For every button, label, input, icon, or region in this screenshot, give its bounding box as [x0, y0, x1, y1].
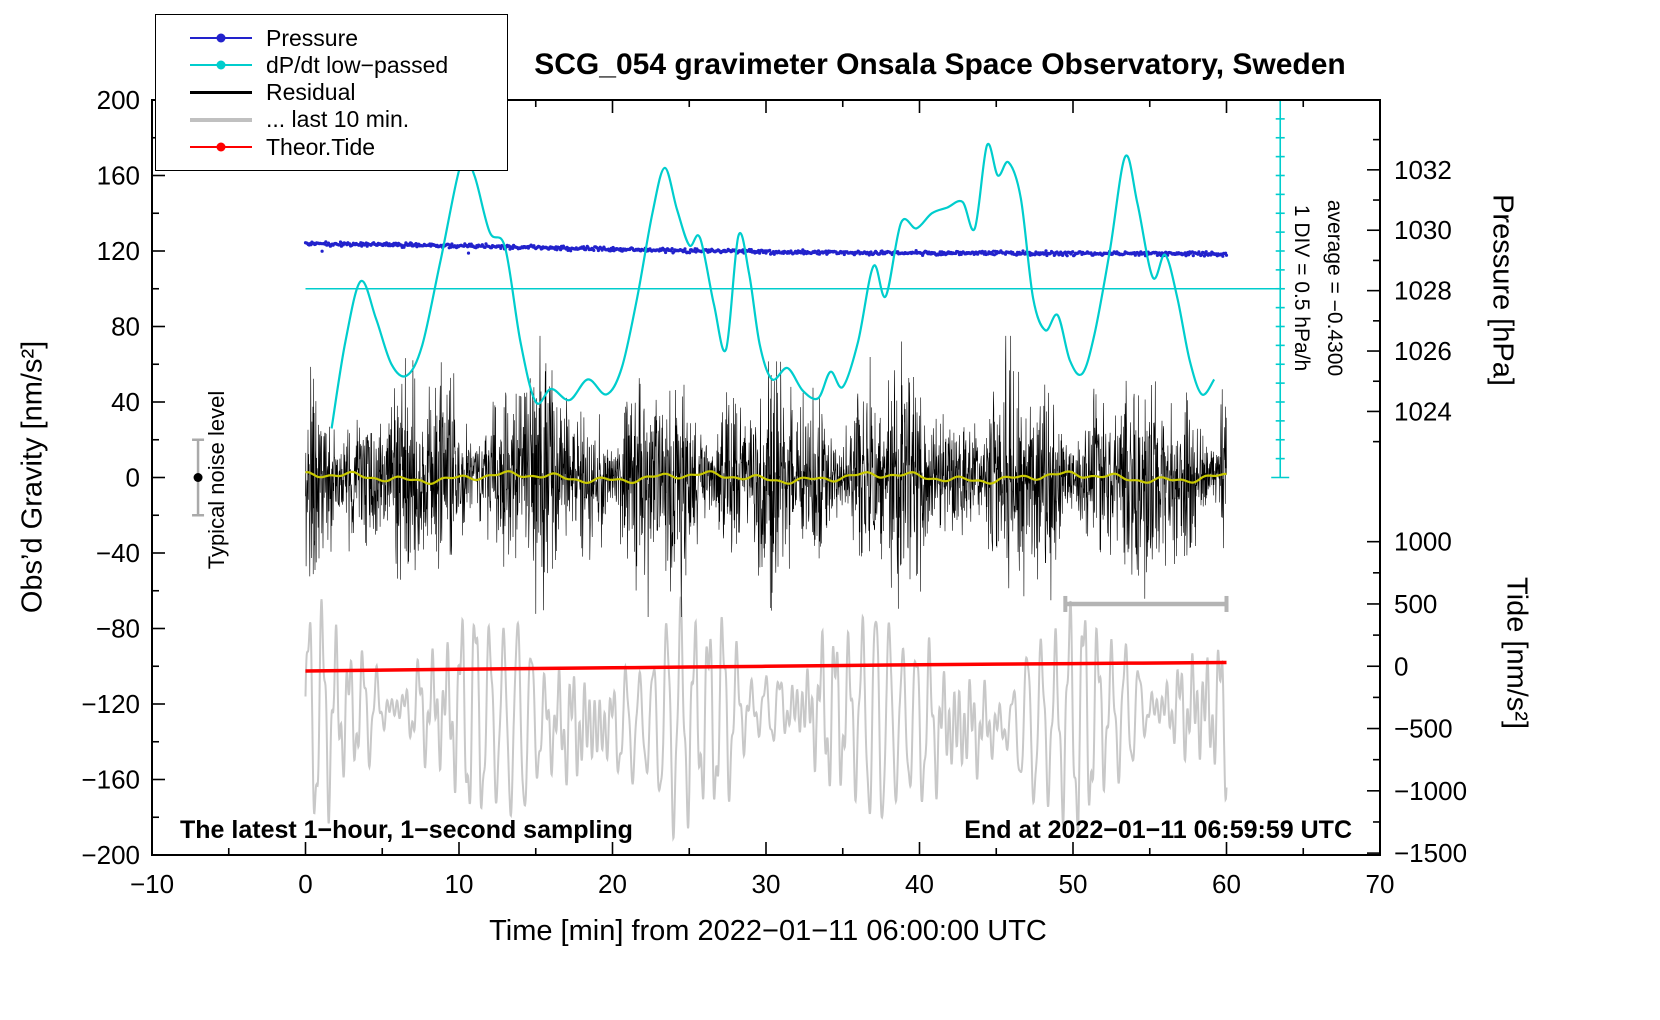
gravity-tick-label: −200: [81, 840, 140, 870]
gravity-tick-label: −160: [81, 765, 140, 795]
pressure-dot: [670, 247, 674, 251]
legend-label: Theor.Tide: [266, 133, 376, 160]
pressure-dot: [1204, 250, 1208, 254]
pressure-dot: [1191, 254, 1195, 258]
average-note: average = −0.4300: [1323, 199, 1346, 377]
legend-item-residual: Residual: [190, 79, 507, 106]
pressure-tick-label: 1024: [1394, 396, 1452, 426]
gravity-tick-label: −120: [81, 689, 140, 719]
legend-item-theortide: Theor.Tide: [190, 134, 507, 160]
gravity-tick-label: 120: [97, 236, 140, 266]
theor-tide-series: [305, 660, 1227, 673]
pressure-tick-label: 1030: [1394, 215, 1452, 245]
pressure-dot: [324, 240, 328, 244]
legend-item-last10: ... last 10 min.: [190, 106, 507, 133]
pressure-dot: [1044, 249, 1048, 253]
pressure-dot: [842, 252, 846, 257]
pressure-dot: [499, 246, 503, 250]
chart-title: SCG_054 gravimeter Onsala Space Observat…: [534, 48, 1346, 81]
dpdt-series: [330, 142, 1216, 429]
legend-label: Residual: [266, 79, 356, 105]
legend-label: Pressure: [266, 24, 359, 51]
pressure-dot: [466, 251, 471, 255]
last10-series: [304, 596, 1228, 842]
pressure-dot: [1224, 253, 1229, 257]
gravity-tick-label: −40: [96, 538, 140, 568]
dpdt-line-dot-icon: [190, 59, 252, 71]
x-tick-label: 30: [752, 869, 781, 899]
y-axis-label-pressure: Pressure [hPa]: [1486, 194, 1519, 386]
pressure-dot: [360, 244, 364, 248]
x-tick-label: 50: [1059, 869, 1088, 899]
theortide-line-dot-icon: [190, 141, 252, 153]
pressure-dot: [582, 245, 586, 249]
typical-noise-level-label: Typical noise level: [204, 390, 229, 570]
x-tick-label: −10: [130, 869, 174, 899]
pressure-dot: [1209, 253, 1213, 257]
legend-box: Pressure dP/dt low−passed Residual ... l…: [155, 14, 508, 171]
pressure-dot: [450, 242, 454, 246]
gravity-tick-label: 200: [97, 85, 140, 115]
y-axis-label-tide: Tide [nm/s²]: [1500, 576, 1533, 730]
pressure-dot: [664, 250, 668, 255]
legend-label: ... last 10 min.: [266, 106, 410, 133]
noise-marker-dot: [193, 473, 203, 482]
tide-tick-label: 500: [1394, 589, 1437, 619]
pressure-dot: [569, 249, 573, 253]
pressure-dot: [466, 245, 470, 249]
tide-tick-label: 1000: [1394, 527, 1452, 557]
pressure-tick-label: 1026: [1394, 336, 1452, 366]
gravity-tick-label: −80: [96, 614, 140, 644]
last10-line-icon: [190, 114, 252, 126]
x-tick-label: 0: [298, 869, 312, 899]
gravity-tick-label: 80: [111, 312, 140, 342]
tide-tick-label: −1500: [1394, 838, 1467, 868]
residual-line-icon: [190, 87, 252, 99]
x-tick-label: 60: [1212, 869, 1241, 899]
pressure-tick-label: 1032: [1394, 155, 1452, 185]
x-tick-label: 40: [905, 869, 934, 899]
pressure-dot: [1065, 254, 1069, 258]
pressure-dot: [688, 251, 692, 255]
pressure-dot: [867, 253, 871, 257]
x-tick-label: 70: [1366, 869, 1395, 899]
pressure-dot: [1043, 251, 1047, 255]
gravity-tick-label: 0: [126, 463, 140, 493]
pressure-dot: [320, 249, 324, 253]
tide-tick-label: −1000: [1394, 776, 1467, 806]
pressure-dot: [1071, 250, 1075, 254]
pressure-dot: [1221, 254, 1225, 258]
pressure-dot: [683, 247, 687, 251]
pressure-line-dot-icon: [190, 32, 252, 44]
end-time-note: End at 2022−01−11 06:59:59 UTC: [964, 816, 1352, 844]
pressure-dot: [816, 249, 821, 253]
legend-label: dP/dt low−passed: [266, 51, 449, 78]
residual-smoothed-series: [305, 470, 1227, 486]
x-axis-label: Time [min] from 2022−01−11 06:00:00 UTC: [489, 915, 1047, 947]
pressure-dot: [592, 248, 596, 252]
legend-item-pressure: Pressure: [190, 25, 507, 51]
pressure-dot: [983, 250, 987, 254]
tide-tick-label: −500: [1394, 714, 1453, 744]
pressure-dot: [1063, 250, 1067, 254]
legend-item-dpdt: dP/dt low−passed: [190, 52, 507, 78]
pressure-tick-label: 1028: [1394, 276, 1452, 306]
div-scale-note: 1 DIV = 0.5 hPa/h: [1290, 204, 1313, 372]
pressure-dot: [409, 241, 413, 245]
gravity-tick-label: 40: [111, 387, 140, 417]
pressure-dot: [1200, 253, 1204, 257]
pressure-dot: [768, 248, 772, 252]
gravity-tick-label: 160: [97, 161, 140, 191]
tide-tick-label: 0: [1394, 651, 1408, 681]
y-axis-label-gravity: Obs’d Gravity [nm/s²]: [16, 340, 49, 614]
residual-series: [305, 335, 1227, 618]
pressure-dot: [749, 248, 753, 252]
x-tick-label: 10: [445, 869, 474, 899]
x-tick-label: 20: [598, 869, 627, 899]
sampling-note: The latest 1−hour, 1−second sampling: [180, 816, 633, 844]
pressure-dot: [415, 245, 419, 249]
